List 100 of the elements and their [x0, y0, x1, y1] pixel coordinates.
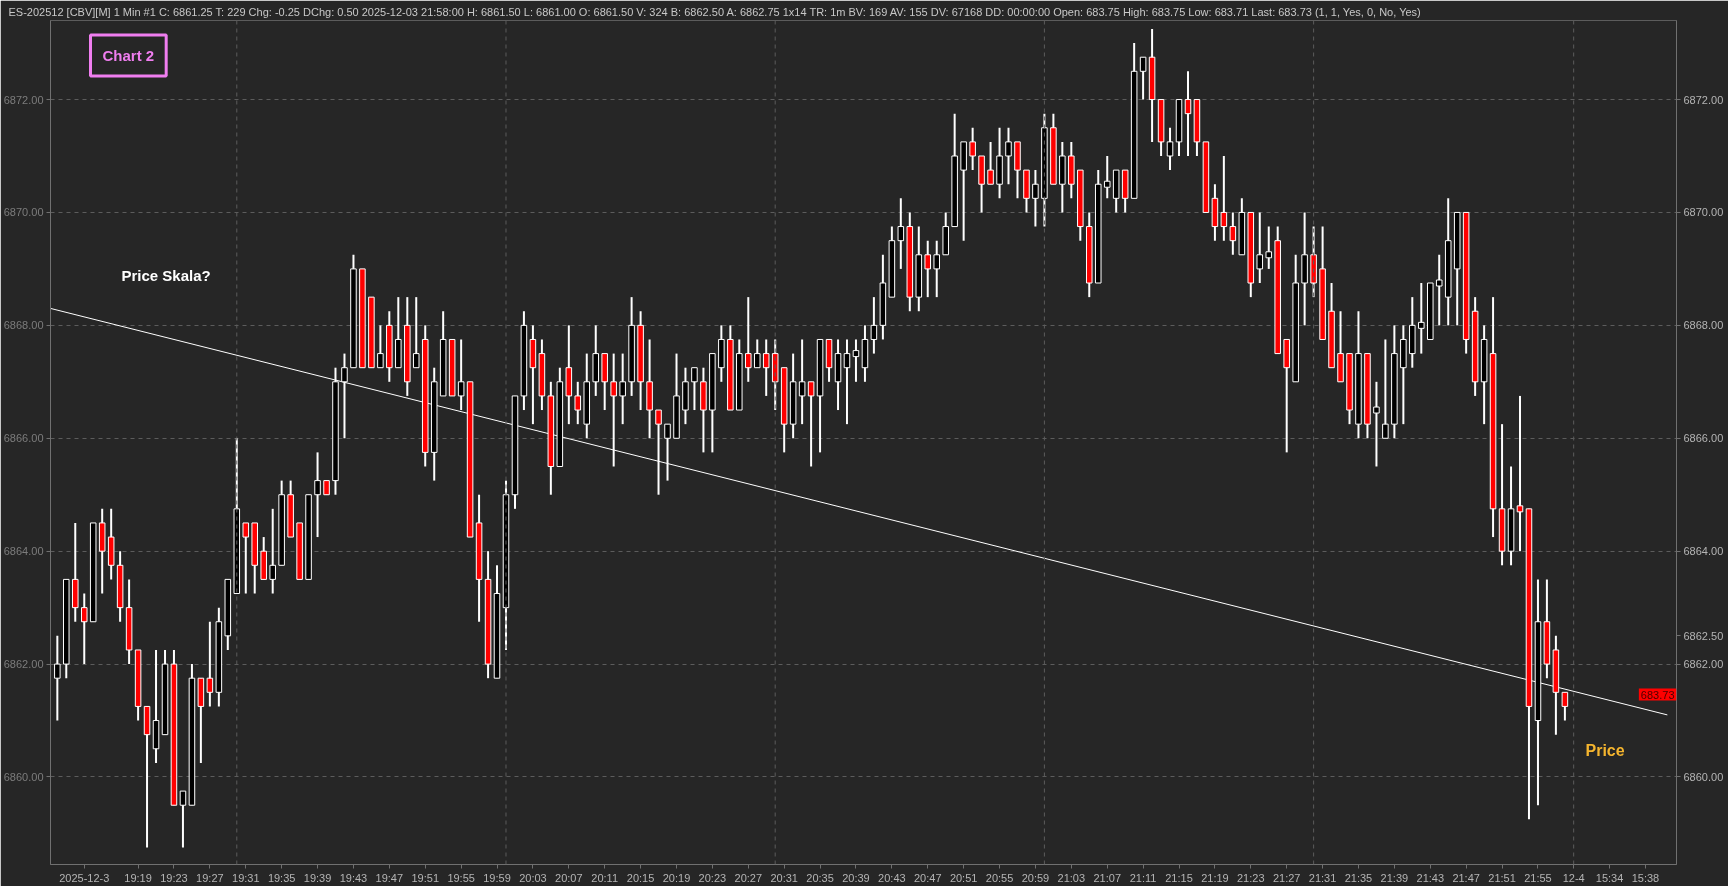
- chart-title: ES-202512 [CBV][M] 1 Min #1 C: 6861.25 T: 229 Chg: -0.25 DChg: 0.50 2025-12-03 21:58:00 H: 6861.50 L: 6861.00 O: 6861.50 V: 324 B: 6862.50 A: 6862.75 1x14 TR: 1m BV: 169 AV: 155 DV: 67168 DD: 00:00:00 Open: 683.75 High: 683.75 Low: 683.71 Last: 683.73 (1, 1, Yes, 0, No, Yes): [8, 5, 1421, 18]
- x-tick-label: 21:27: [1272, 871, 1301, 884]
- candlestick: [1184, 70, 1192, 157]
- x-tick-label: 20:43: [878, 871, 906, 884]
- candlestick: [933, 239, 940, 299]
- candlestick: [691, 366, 698, 412]
- candlestick: [655, 409, 662, 496]
- candlestick: [1256, 211, 1264, 285]
- x-tick-label: 20:07: [555, 871, 583, 884]
- x-tick-label: 21:55: [1524, 871, 1552, 884]
- x-tick-label: 20:59: [1021, 871, 1050, 884]
- candlestick: [619, 352, 626, 426]
- x-tick-label: 21:11: [1129, 871, 1157, 884]
- x-tick-label: 19:19: [124, 871, 152, 884]
- candlestick: [341, 352, 348, 440]
- candlestick: [1032, 169, 1039, 228]
- candlestick: [1220, 154, 1228, 242]
- x-tick-label: 20:11: [591, 871, 619, 884]
- candlestick: [574, 380, 582, 426]
- candlestick: [897, 197, 905, 270]
- x-tick-label: 19:55: [447, 871, 475, 884]
- x-tick-label: 19:59: [483, 871, 511, 884]
- candlestick: [80, 592, 88, 666]
- x-tick-label: 21:43: [1416, 871, 1445, 884]
- x-tick-label: 19:43: [339, 871, 368, 884]
- candlestick: [754, 338, 761, 369]
- candlestick: [412, 296, 420, 369]
- x-tick-label: 21:15: [1165, 871, 1193, 884]
- candlestick: [1229, 211, 1237, 256]
- candlestick: [1166, 126, 1174, 172]
- candlestick: [179, 790, 187, 849]
- x-tick-label: 20:39: [842, 871, 870, 884]
- y-tick-label: 6862.00: [3, 658, 44, 671]
- annotation: 683.73: [1640, 688, 1675, 701]
- annotation: Chart 2: [102, 47, 155, 64]
- candlestick: [1435, 253, 1443, 327]
- candlestick: [457, 338, 465, 412]
- y2-tick-label: 6862.00: [1683, 658, 1724, 671]
- x-tick-label: 20:55: [985, 871, 1014, 884]
- candlestick: [1516, 394, 1524, 553]
- x-tick-label: 21:39: [1380, 871, 1409, 884]
- y-tick-label: 6870.00: [3, 206, 44, 219]
- candlestick: [269, 507, 276, 595]
- x-tick-label: 19:47: [375, 871, 404, 884]
- candlestick: [206, 620, 214, 708]
- y2-tick-label: 6860.00: [1683, 770, 1724, 783]
- candlestick: [924, 239, 931, 299]
- candlestick: [798, 338, 806, 426]
- candlestick: [987, 140, 994, 186]
- y-tick-label: 6868.00: [3, 319, 44, 332]
- y2-tick-label: 6862.50: [1683, 629, 1724, 642]
- candlestick: [242, 521, 250, 595]
- y-tick-label: 6866.00: [3, 432, 44, 445]
- x-tick-label: 21:47: [1452, 871, 1480, 884]
- x-tick-label: 21:07: [1093, 871, 1122, 884]
- x-tick-label: 20:23: [698, 871, 727, 884]
- candlestick: [314, 451, 321, 539]
- x-tick-label: 19:35: [267, 871, 296, 884]
- x-tick-label: 21:31: [1308, 871, 1337, 884]
- x-tick-label: 19:39: [303, 871, 332, 884]
- y-tick-label: 6864.00: [3, 545, 44, 558]
- candlestick: [54, 634, 61, 722]
- y2-tick-label: 6870.00: [1683, 206, 1724, 219]
- candlestick: [852, 338, 860, 383]
- y-tick-label: 6860.00: [3, 770, 44, 783]
- candlestick: [610, 352, 617, 468]
- candlestick: [377, 324, 384, 369]
- candlestick: [969, 126, 976, 172]
- x-tick-label: 19:27: [196, 871, 224, 884]
- x-tick-label: 19:51: [411, 871, 439, 884]
- candlestick: [843, 338, 851, 426]
- annotation: Price Skala?: [121, 267, 211, 284]
- y2-tick-label: 6864.00: [1683, 545, 1724, 558]
- x-tick-label: 21:23: [1237, 871, 1265, 884]
- x-tick-label: 20:27: [734, 871, 763, 884]
- y2-tick-label: 6872.00: [1683, 93, 1724, 106]
- candlestick: [807, 380, 815, 468]
- candlestick: [1561, 691, 1569, 722]
- candlestick: [1265, 225, 1273, 270]
- candlestick: [1139, 56, 1147, 101]
- x-tick-label: 19:31: [232, 871, 260, 884]
- x2-tick-label: 15:34: [1595, 871, 1624, 884]
- x2-tick-label: 12-4: [1562, 871, 1585, 884]
- x-tick-label: 21:19: [1201, 871, 1229, 884]
- x-tick-label: 20:47: [913, 871, 942, 884]
- y2-tick-label: 6866.00: [1683, 432, 1724, 445]
- x-tick-label: 21:35: [1344, 871, 1373, 884]
- candlestick: [1373, 380, 1380, 468]
- x-tick-label: 20:03: [519, 871, 547, 884]
- x-tick-label: 19:23: [160, 871, 188, 884]
- candlestick: [1418, 282, 1425, 355]
- candlestick: [1005, 126, 1012, 186]
- x-tick-label: 21:51: [1488, 871, 1516, 884]
- x-tick-label: 20:35: [806, 871, 834, 884]
- x-tick-label: 20:19: [662, 871, 691, 884]
- annotation: Price: [1585, 742, 1625, 759]
- y-tick-label: 6872.00: [3, 93, 44, 106]
- x2-tick-label: 15:38: [1631, 871, 1660, 884]
- candlestick: [664, 423, 671, 482]
- candlestick: [762, 338, 770, 397]
